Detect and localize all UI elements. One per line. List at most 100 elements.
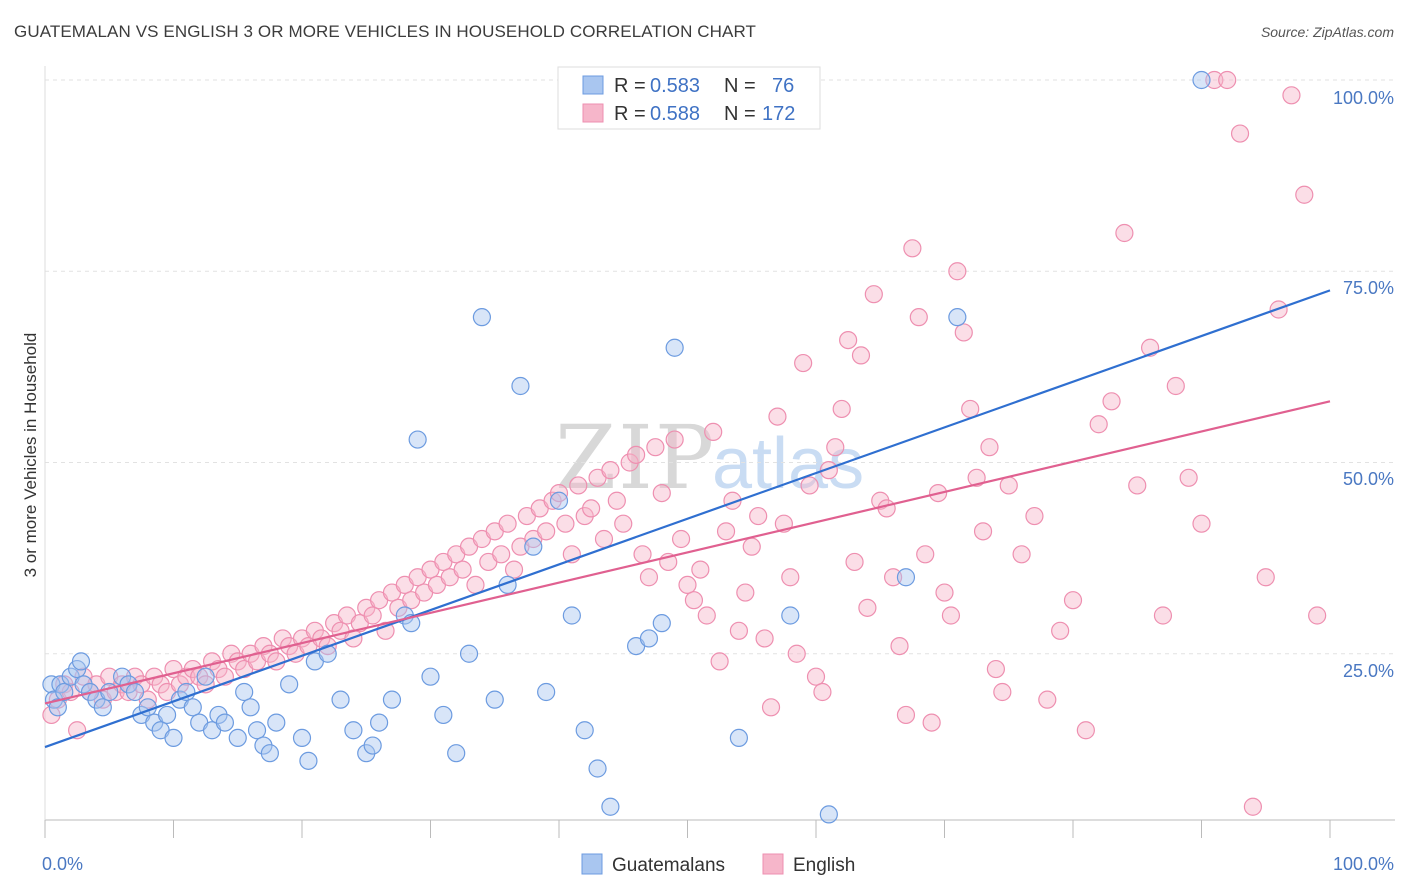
guatemalans-trend-line bbox=[44, 289, 1331, 749]
guatemalans-point-72 bbox=[819, 805, 838, 824]
english-point-104 bbox=[710, 652, 729, 671]
english-point-169 bbox=[1256, 568, 1275, 587]
english-point-157 bbox=[1102, 392, 1121, 411]
guatemalans-point-50 bbox=[408, 430, 427, 449]
legend-r-value-1: 0.583 bbox=[650, 75, 700, 97]
english-point-84 bbox=[582, 499, 601, 518]
english-point-171 bbox=[1282, 86, 1301, 105]
bottom-legend-english: English bbox=[793, 855, 855, 876]
guatemalans-point-54 bbox=[459, 644, 479, 663]
guatemalans-point-45 bbox=[363, 736, 382, 755]
guatemalans-point-74 bbox=[948, 308, 967, 327]
legend-swatch-english bbox=[582, 103, 604, 123]
legend-r-value-2: 0.588 bbox=[650, 103, 700, 125]
english-point-77 bbox=[537, 522, 556, 541]
english-point-72 bbox=[504, 560, 524, 579]
english-point-91 bbox=[626, 445, 646, 464]
english-point-86 bbox=[594, 529, 614, 549]
english-point-105 bbox=[716, 522, 736, 541]
english-point-64 bbox=[453, 560, 472, 579]
english-point-140 bbox=[941, 606, 961, 625]
guatemalans-point-75 bbox=[1192, 70, 1211, 90]
guatemalans-point-70 bbox=[729, 728, 749, 748]
guatemalans-point-30 bbox=[228, 728, 247, 748]
legend-r-label-1: R = bbox=[614, 75, 646, 97]
guatemalans-point-33 bbox=[247, 721, 267, 740]
guatemalans-point-36 bbox=[267, 713, 286, 732]
english-point-89 bbox=[614, 514, 633, 533]
english-point-95 bbox=[652, 484, 671, 503]
bottom-legend-guatemalans: Guatemalans bbox=[612, 855, 725, 876]
english-point-159 bbox=[1128, 476, 1147, 495]
english-point-162 bbox=[1166, 376, 1185, 396]
y-tick-label-100: 100.0% bbox=[1333, 88, 1394, 108]
guatemalans-point-62 bbox=[562, 606, 581, 625]
guatemalans-point-67 bbox=[639, 629, 659, 648]
english-point-149 bbox=[999, 476, 1018, 495]
y-tick-label-75: 75.0% bbox=[1343, 278, 1394, 298]
english-point-82 bbox=[569, 476, 588, 495]
english-point-110 bbox=[749, 506, 768, 526]
english-point-71 bbox=[498, 514, 517, 533]
guatemalans-point-21 bbox=[164, 728, 183, 748]
english-point-146 bbox=[980, 438, 999, 457]
guatemalans-point-39 bbox=[299, 751, 318, 770]
chart-title: GUATEMALAN VS ENGLISH 3 OR MORE VEHICLES… bbox=[14, 22, 757, 41]
guatemalans-point-68 bbox=[652, 614, 671, 633]
english-point-154 bbox=[1063, 591, 1083, 610]
english-point-150 bbox=[1012, 545, 1031, 564]
english-point-102 bbox=[697, 606, 716, 625]
english-point-145 bbox=[973, 522, 993, 541]
english-point-132 bbox=[890, 636, 909, 656]
guatemalans-point-52 bbox=[434, 705, 453, 725]
guatemalans-point-29 bbox=[215, 713, 234, 732]
english-point-127 bbox=[858, 598, 877, 617]
english-point-109 bbox=[742, 537, 761, 556]
guatemalans-point-38 bbox=[292, 728, 312, 748]
english-point-117 bbox=[794, 353, 813, 373]
english-point-87 bbox=[601, 461, 620, 480]
guatemalans-point-59 bbox=[524, 537, 543, 556]
english-point-153 bbox=[1051, 621, 1070, 640]
english-point-128 bbox=[864, 285, 883, 304]
english-point-137 bbox=[922, 713, 941, 732]
trend-lines bbox=[44, 289, 1331, 749]
english-point-124 bbox=[839, 331, 858, 350]
english-point-163 bbox=[1179, 468, 1198, 487]
guatemalans-point-26 bbox=[196, 667, 215, 686]
english-point-97 bbox=[665, 430, 684, 449]
guatemalans-point-4 bbox=[55, 682, 74, 702]
legend-n-label-2: N = bbox=[724, 103, 756, 125]
english-point-130 bbox=[877, 499, 896, 518]
guatemalans-point-60 bbox=[537, 682, 556, 702]
english-point-131 bbox=[883, 568, 903, 587]
english-point-167 bbox=[1230, 124, 1250, 143]
english-point-123 bbox=[832, 399, 851, 419]
english-trend-line bbox=[44, 400, 1331, 705]
english-point-144 bbox=[967, 468, 986, 487]
guatemalans-point-37 bbox=[280, 675, 299, 694]
grid bbox=[45, 79, 1395, 655]
english-point-168 bbox=[1243, 797, 1263, 816]
english-point-161 bbox=[1153, 606, 1173, 625]
y-tick-label-25: 25.0% bbox=[1343, 661, 1394, 681]
guatemalans-point-58 bbox=[511, 376, 530, 396]
english-point-172 bbox=[1295, 185, 1314, 204]
guatemalans-point-64 bbox=[588, 759, 607, 778]
english-point-99 bbox=[678, 575, 697, 595]
watermark-zip: ZIP bbox=[555, 406, 716, 509]
guatemalans-point-15 bbox=[125, 682, 145, 702]
english-point-119 bbox=[806, 667, 826, 686]
legend-n-value-1: 76 bbox=[772, 75, 794, 97]
guatemalans-point-46 bbox=[370, 713, 389, 732]
english-point-147 bbox=[986, 659, 1006, 679]
english-point-79 bbox=[549, 484, 569, 503]
english-point-165 bbox=[1205, 70, 1224, 90]
guatemalans-point-2 bbox=[48, 698, 67, 717]
english-point-108 bbox=[736, 583, 755, 602]
english-point-148 bbox=[993, 682, 1012, 702]
english-point-156 bbox=[1089, 415, 1108, 434]
x-tick-label-0: 0.0% bbox=[42, 854, 83, 874]
english-point-112 bbox=[761, 698, 781, 717]
